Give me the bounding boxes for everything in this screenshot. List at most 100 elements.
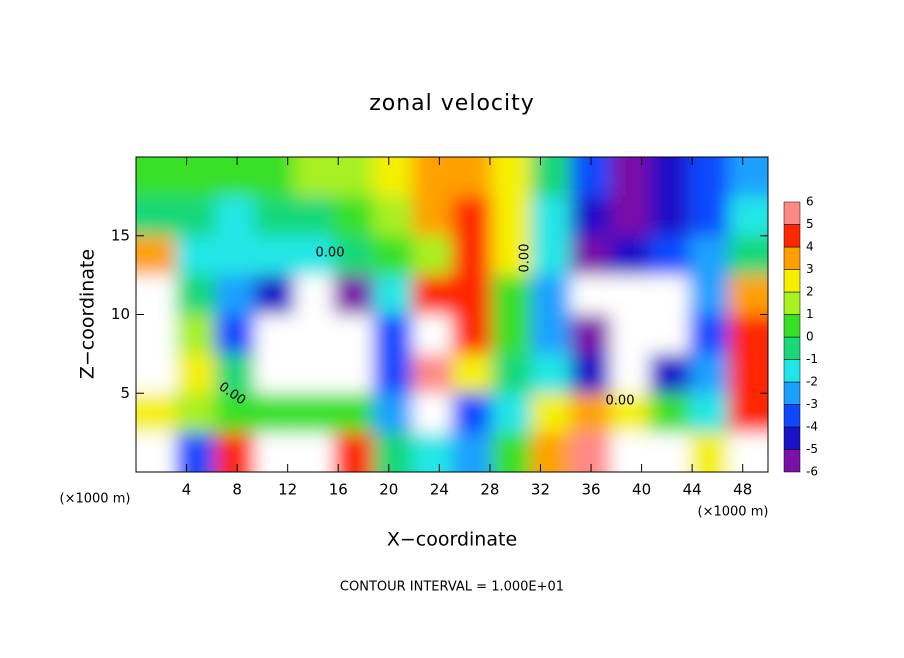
- heat-cell: [333, 196, 374, 237]
- heat-cell: [728, 275, 768, 315]
- y-tick-label: 10: [111, 305, 130, 323]
- x-unit-label: (×1000 m): [698, 505, 769, 520]
- x-tick-label: 28: [480, 481, 499, 499]
- heat-cell: [570, 235, 611, 276]
- colorbar-swatch: [783, 404, 801, 428]
- field: [136, 157, 768, 472]
- heat-cell: [136, 157, 176, 197]
- heat-cell: [136, 275, 176, 315]
- heat-cell: [412, 432, 453, 472]
- heat-cell: [373, 235, 413, 276]
- heat-cell: [412, 314, 453, 355]
- heat-cell: [728, 353, 768, 394]
- heat-cell: [333, 314, 374, 355]
- heat-cell: [333, 432, 374, 472]
- heat-cell: [333, 393, 374, 434]
- heat-cell: [728, 432, 768, 472]
- y-tick-label: 15: [111, 226, 130, 244]
- heat-cell: [649, 275, 690, 315]
- heat-cell: [452, 196, 492, 237]
- heat-cell: [294, 314, 334, 355]
- heat-cell: [254, 314, 295, 355]
- heat-cell: [294, 196, 334, 237]
- heat-cell: [294, 432, 334, 472]
- heat-cell: [610, 393, 650, 434]
- heat-cell: [728, 393, 768, 434]
- colorbar-swatch: [783, 224, 801, 248]
- colorbar: -6 -5 -4 -3 -2 -1 0 1 2 3 4 5 6: [783, 195, 818, 479]
- x-tick-label: 36: [581, 481, 600, 499]
- colorbar-label: 4: [806, 240, 814, 254]
- heat-cell: [452, 275, 492, 315]
- heat-cell: [412, 275, 453, 315]
- y-tick-label: 5: [120, 384, 130, 402]
- heat-cell: [570, 314, 611, 355]
- heat-cell: [570, 432, 611, 472]
- heat-cell: [254, 353, 295, 394]
- heat-cell: [254, 157, 295, 197]
- heat-cell: [254, 196, 295, 237]
- heat-cell: [531, 157, 571, 197]
- heat-cell: [373, 275, 413, 315]
- colorbar-label: -2: [806, 375, 818, 389]
- colorbar-label: -6: [806, 465, 818, 479]
- contour-label: 0.00: [518, 244, 533, 273]
- heat-cell: [373, 196, 413, 237]
- heat-cell: [491, 393, 532, 434]
- heat-cell: [175, 393, 216, 434]
- x-tick-label: 12: [278, 481, 297, 499]
- heat-cell: [610, 157, 650, 197]
- heat-cell: [452, 314, 492, 355]
- heat-cell: [412, 393, 453, 434]
- heat-cell: [531, 314, 571, 355]
- field-area: [136, 157, 768, 472]
- footer-note: CONTOUR INTERVAL = 1.000E+01: [340, 580, 564, 595]
- x-tick-label: 16: [329, 481, 348, 499]
- heat-cell: [689, 393, 729, 434]
- heat-cell: [294, 157, 334, 197]
- colorbar-label: 3: [806, 262, 814, 276]
- x-tick-label: 4: [182, 481, 192, 499]
- heat-cell: [175, 353, 216, 394]
- heat-cell: [570, 196, 611, 237]
- heat-cell: [175, 196, 216, 237]
- heat-cell: [333, 275, 374, 315]
- heat-cell: [412, 196, 453, 237]
- heat-cell: [689, 196, 729, 237]
- heat-cell: [136, 314, 176, 355]
- heat-cell: [728, 235, 768, 276]
- heat-cell: [531, 393, 571, 434]
- heat-cell: [689, 275, 729, 315]
- heat-cell: [689, 235, 729, 276]
- x-axis-label: X−coordinate: [387, 529, 517, 551]
- heat-cell: [452, 157, 492, 197]
- heat-cell: [531, 235, 571, 276]
- heat-cell: [373, 432, 413, 472]
- x-tick-label: 40: [632, 481, 651, 499]
- heat-cell: [175, 157, 216, 197]
- colorbar-swatch: [783, 449, 801, 473]
- heat-cell: [215, 157, 255, 197]
- heat-cell: [649, 393, 690, 434]
- x-unit-label: (×1000 m): [60, 492, 131, 507]
- heat-cell: [649, 196, 690, 237]
- colorbar-label: -3: [806, 397, 818, 411]
- x-tick-label: 48: [733, 481, 752, 499]
- heat-cell: [136, 393, 176, 434]
- heat-cell: [728, 157, 768, 197]
- colorbar-swatch: [783, 269, 801, 293]
- heat-cell: [254, 235, 295, 276]
- colorbar-label: 5: [806, 217, 814, 231]
- heat-cell: [452, 235, 492, 276]
- heat-cell: [491, 196, 532, 237]
- heat-cell: [491, 353, 532, 394]
- heat-cell: [610, 275, 650, 315]
- heat-cell: [175, 275, 216, 315]
- heat-cell: [689, 314, 729, 355]
- heat-cell: [531, 432, 571, 472]
- colorbar-swatch: [783, 426, 801, 450]
- heat-cell: [452, 432, 492, 472]
- heat-cell: [294, 393, 334, 434]
